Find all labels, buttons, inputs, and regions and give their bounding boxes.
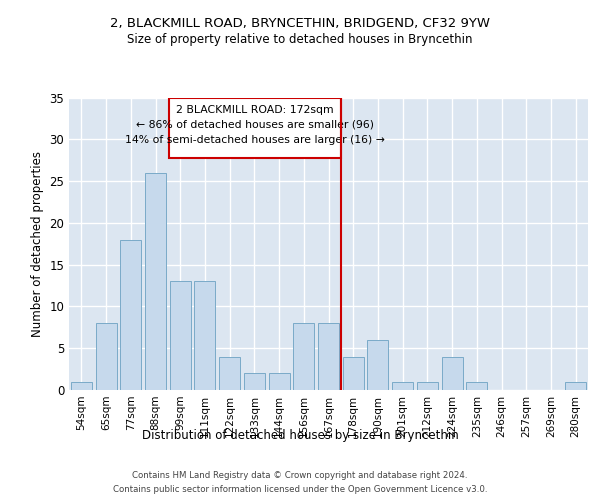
Bar (219, 356, 240, 390)
Bar (318, 323, 339, 390)
Y-axis label: Number of detached properties: Number of detached properties (31, 151, 44, 337)
Bar (95, 323, 116, 390)
Bar (269, 374, 290, 390)
Bar (442, 356, 463, 390)
Text: 2 BLACKMILL ROAD: 172sqm: 2 BLACKMILL ROAD: 172sqm (176, 105, 334, 115)
Bar (466, 382, 487, 390)
Bar (417, 382, 438, 390)
Bar (343, 356, 364, 390)
Bar (565, 382, 586, 390)
Bar (170, 282, 191, 390)
Bar (367, 340, 388, 390)
Text: 14% of semi-detached houses are larger (16) →: 14% of semi-detached houses are larger (… (125, 135, 385, 145)
Text: Size of property relative to detached houses in Bryncethin: Size of property relative to detached ho… (127, 32, 473, 46)
Text: Contains HM Land Registry data © Crown copyright and database right 2024.: Contains HM Land Registry data © Crown c… (132, 472, 468, 480)
Bar (244, 374, 265, 390)
Text: Distribution of detached houses by size in Bryncethin: Distribution of detached houses by size … (142, 428, 458, 442)
Bar (145, 172, 166, 390)
Text: Contains public sector information licensed under the Open Government Licence v3: Contains public sector information licen… (113, 484, 487, 494)
Text: ← 86% of detached houses are smaller (96): ← 86% of detached houses are smaller (96… (136, 119, 374, 129)
Bar (71, 382, 92, 390)
Bar (293, 323, 314, 390)
Bar (194, 282, 215, 390)
Bar (169, 98, 341, 158)
Bar (120, 240, 141, 390)
Text: 2, BLACKMILL ROAD, BRYNCETHIN, BRIDGEND, CF32 9YW: 2, BLACKMILL ROAD, BRYNCETHIN, BRIDGEND,… (110, 18, 490, 30)
Bar (392, 382, 413, 390)
